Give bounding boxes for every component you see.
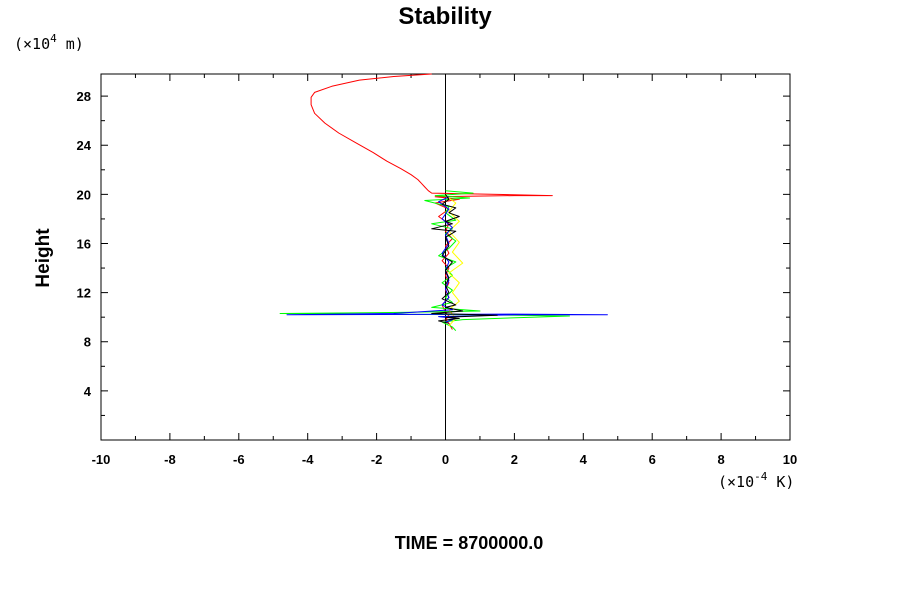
x-tick-label: -10 [92, 452, 111, 467]
series-line-3 [445, 195, 464, 327]
x-tick-label: 6 [649, 452, 656, 467]
x-axis-unit: (×10-4 K) [718, 470, 794, 491]
y-tick-label: 8 [84, 335, 91, 350]
x-tick-label: 0 [442, 452, 449, 467]
y-tick-label: 4 [84, 384, 92, 399]
x-tick-label: 2 [511, 452, 518, 467]
y-tick-label: 24 [77, 138, 92, 153]
x-tick-label: 10 [783, 452, 797, 467]
series-line-2 [279, 190, 570, 332]
y-axis-label: Height [33, 228, 54, 288]
series-line-5 [431, 194, 498, 324]
y-tick-label: 16 [77, 236, 91, 251]
y-tick-label: 20 [77, 187, 91, 202]
x-tick-label: 8 [717, 452, 724, 467]
y-axis-unit: (×104 m) [14, 32, 84, 53]
y-tick-label: 28 [77, 89, 91, 104]
x-tick-label: -8 [164, 452, 176, 467]
x-tick-label: -2 [371, 452, 383, 467]
chart-title: Stability [398, 3, 492, 30]
y-tick-label: 12 [77, 286, 91, 301]
series-layer [279, 73, 608, 332]
time-label: TIME = 8700000.0 [395, 533, 544, 553]
x-tick-label: 4 [580, 452, 588, 467]
x-tick-label: -6 [233, 452, 245, 467]
x-tick-label: -4 [302, 452, 314, 467]
